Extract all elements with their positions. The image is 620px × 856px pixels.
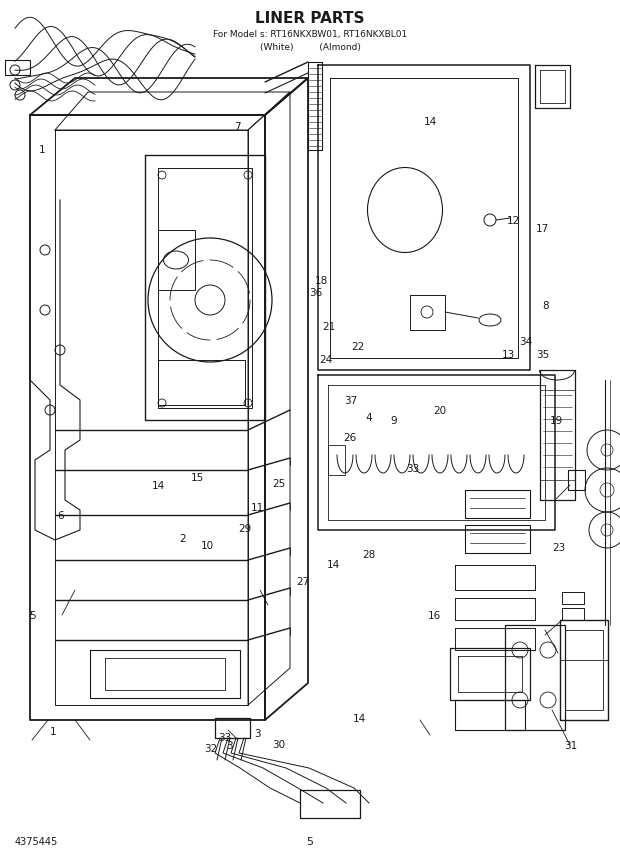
Text: 2: 2 <box>180 534 186 544</box>
Text: 3: 3 <box>226 741 232 752</box>
Text: 26: 26 <box>343 433 357 443</box>
Text: 18: 18 <box>314 276 328 286</box>
Text: 20: 20 <box>433 406 447 416</box>
Text: 1: 1 <box>39 145 45 155</box>
Text: 13: 13 <box>502 350 515 360</box>
Text: 4375445: 4375445 <box>15 837 58 847</box>
Text: 5: 5 <box>30 611 36 621</box>
Text: 12: 12 <box>507 216 520 226</box>
Text: 10: 10 <box>201 541 215 551</box>
Text: 31: 31 <box>564 741 577 752</box>
Text: 11: 11 <box>250 503 264 514</box>
Text: 21: 21 <box>322 322 335 332</box>
Text: 1: 1 <box>50 727 56 737</box>
Text: 27: 27 <box>296 577 309 587</box>
Text: 17: 17 <box>536 224 549 235</box>
Text: 23: 23 <box>552 543 566 553</box>
Text: 35: 35 <box>536 350 549 360</box>
Text: 7: 7 <box>234 122 241 132</box>
Text: 8: 8 <box>542 301 549 312</box>
Text: 36: 36 <box>309 288 323 298</box>
Text: 30: 30 <box>272 740 286 750</box>
Text: 19: 19 <box>550 416 564 426</box>
Text: 29: 29 <box>238 524 252 534</box>
Text: 33: 33 <box>405 464 419 474</box>
Text: 14: 14 <box>151 481 165 491</box>
Text: 32: 32 <box>204 744 218 754</box>
Text: 33: 33 <box>218 733 232 743</box>
Text: 34: 34 <box>519 337 533 348</box>
Text: 37: 37 <box>343 395 357 406</box>
Text: 9: 9 <box>391 416 397 426</box>
Text: 14: 14 <box>327 560 340 570</box>
Text: 5: 5 <box>306 837 314 847</box>
Text: 4: 4 <box>366 413 372 423</box>
Text: 16: 16 <box>427 611 441 621</box>
Text: (White)         (Almond): (White) (Almond) <box>260 43 360 51</box>
Text: 14: 14 <box>424 116 438 127</box>
Text: 28: 28 <box>362 550 376 560</box>
Text: For Model s: RT16NKXBW01, RT16NKXBL01: For Model s: RT16NKXBW01, RT16NKXBL01 <box>213 29 407 39</box>
Text: 24: 24 <box>319 354 332 365</box>
Text: 6: 6 <box>58 511 64 521</box>
Text: 22: 22 <box>352 342 365 352</box>
Text: LINER PARTS: LINER PARTS <box>255 10 365 26</box>
Text: 25: 25 <box>272 479 286 489</box>
Text: 15: 15 <box>190 473 204 483</box>
Text: 3: 3 <box>254 729 260 740</box>
Text: 14: 14 <box>353 714 366 724</box>
